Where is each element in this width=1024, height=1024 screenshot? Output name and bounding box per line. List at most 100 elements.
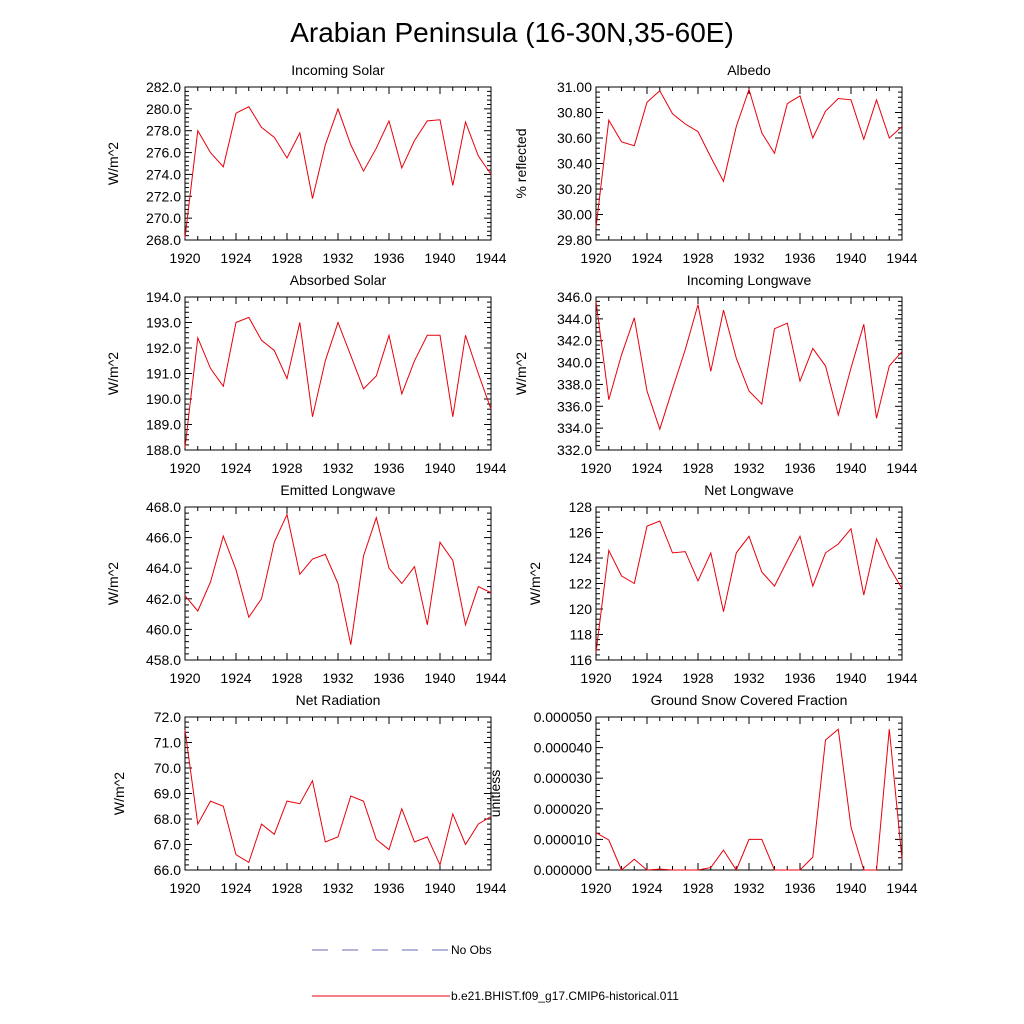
series-line xyxy=(184,729,492,867)
x-tick-label: 1928 xyxy=(271,670,302,686)
y-tick-label: 468.0 xyxy=(146,499,181,515)
y-tick-label: 194.0 xyxy=(146,289,181,305)
series-line xyxy=(595,301,903,431)
panel-title: Incoming Longwave xyxy=(687,272,812,288)
x-tick-label: 1920 xyxy=(169,670,200,686)
y-axis-label: W/m^2 xyxy=(513,352,529,395)
x-tick-label: 1936 xyxy=(373,670,404,686)
x-tick-label: 1932 xyxy=(322,250,353,266)
x-tick-label: 1940 xyxy=(835,880,866,896)
y-tick-label: 338.0 xyxy=(557,376,592,392)
x-tick-label: 1940 xyxy=(835,670,866,686)
y-tick-label: 340.0 xyxy=(557,355,592,371)
x-tick-label: 1936 xyxy=(373,880,404,896)
y-tick-label: 191.0 xyxy=(146,366,181,382)
y-tick-label: 31.00 xyxy=(557,79,592,95)
y-tick-label: 118 xyxy=(570,627,593,643)
x-tick-label: 1940 xyxy=(424,670,455,686)
y-tick-label: 126 xyxy=(569,525,593,541)
x-tick-label: 1944 xyxy=(475,250,506,266)
x-tick-label: 1928 xyxy=(271,250,302,266)
x-tick-label: 1944 xyxy=(475,670,506,686)
x-tick-label: 1932 xyxy=(322,460,353,476)
y-tick-label: 30.80 xyxy=(557,105,592,121)
panel-title: Emitted Longwave xyxy=(280,482,395,498)
panel-ground-snow: 1920 1924 1928 1932 1936 1940 1944 0.000000 0.00… xyxy=(487,692,918,896)
legend-obs-label: No Obs xyxy=(451,943,492,957)
x-tick-label: 1944 xyxy=(886,670,917,686)
y-tick-label: 280.0 xyxy=(146,101,181,117)
y-tick-label: 458.0 xyxy=(146,652,181,668)
panel-incoming-solar: 1920 1924 1928 1932 1936 1940 1944 268.0 270.0 27… xyxy=(105,62,507,266)
y-tick-label: 67.0 xyxy=(154,837,181,853)
panel-albedo: 1920 1924 1928 1932 1936 1940 1944 29.80 30.00 30… xyxy=(513,62,918,266)
y-tick-label: 0.000040 xyxy=(534,740,593,756)
y-axis-label: W/m^2 xyxy=(105,142,121,185)
panel-title: Net Radiation xyxy=(296,692,381,708)
x-tick-label: 1936 xyxy=(784,460,815,476)
x-tick-label: 1928 xyxy=(271,460,302,476)
x-tick-label: 1924 xyxy=(220,250,251,266)
x-tick-label: 1932 xyxy=(733,670,764,686)
y-tick-label: 270.0 xyxy=(146,210,181,226)
x-tick-label: 1936 xyxy=(784,670,815,686)
y-tick-label: 272.0 xyxy=(146,188,181,204)
y-axis-label: W/m^2 xyxy=(527,562,543,605)
y-tick-label: 124 xyxy=(569,550,593,566)
panel-incoming-longwave: 1920 1924 1928 1932 1936 1940 1944 332.0 334.0 33… xyxy=(513,272,918,476)
y-tick-label: 464.0 xyxy=(146,560,181,576)
x-tick-label: 1924 xyxy=(631,880,662,896)
y-tick-label: 0.000020 xyxy=(534,801,593,817)
y-tick-label: 192.0 xyxy=(146,340,181,356)
y-tick-label: 336.0 xyxy=(557,398,592,414)
x-tick-label: 1936 xyxy=(784,880,815,896)
x-tick-label: 1924 xyxy=(631,670,662,686)
y-tick-label: 190.0 xyxy=(146,391,181,407)
x-tick-label: 1932 xyxy=(322,670,353,686)
x-tick-label: 1924 xyxy=(220,670,251,686)
y-tick-label: 70.0 xyxy=(154,760,181,776)
y-tick-label: 332.0 xyxy=(557,442,592,458)
y-tick-label: 282.0 xyxy=(146,79,181,95)
series-line xyxy=(595,87,903,228)
panel-title: Incoming Solar xyxy=(291,62,385,78)
y-tick-label: 68.0 xyxy=(154,811,181,827)
panel-title: Ground Snow Covered Fraction xyxy=(651,692,848,708)
x-tick-label: 1920 xyxy=(580,670,611,686)
x-tick-label: 1920 xyxy=(169,880,200,896)
panel-absorbed-solar: 1920 1924 1928 1932 1936 1940 1944 188.0 189.0 19… xyxy=(105,272,507,476)
y-tick-label: 30.00 xyxy=(557,207,592,223)
x-tick-label: 1936 xyxy=(784,250,815,266)
y-tick-label: 30.60 xyxy=(557,130,592,146)
panel-emitted-longwave: 1920 1924 1928 1932 1936 1940 1944 458.0 460.0 46… xyxy=(105,482,507,686)
y-tick-label: 128 xyxy=(569,499,593,515)
x-tick-label: 1944 xyxy=(475,460,506,476)
x-tick-label: 1920 xyxy=(580,250,611,266)
x-tick-label: 1940 xyxy=(424,880,455,896)
y-tick-label: 278.0 xyxy=(146,123,181,139)
y-tick-label: 189.0 xyxy=(146,417,181,433)
y-tick-label: 71.0 xyxy=(154,735,181,751)
x-tick-label: 1920 xyxy=(580,880,611,896)
x-tick-label: 1920 xyxy=(580,460,611,476)
x-tick-label: 1920 xyxy=(169,250,200,266)
series-line xyxy=(184,316,492,448)
y-tick-label: 30.20 xyxy=(557,181,592,197)
x-tick-label: 1936 xyxy=(373,250,404,266)
x-tick-label: 1928 xyxy=(682,670,713,686)
y-tick-label: 116 xyxy=(570,652,593,668)
x-tick-label: 1944 xyxy=(886,460,917,476)
y-tick-label: 29.80 xyxy=(557,232,592,248)
x-tick-label: 1940 xyxy=(835,460,866,476)
panel-net-radiation: 1920 1924 1928 1932 1936 1940 1944 66.0 67.0 68.0… xyxy=(111,692,507,896)
y-tick-label: 122 xyxy=(569,576,593,592)
x-tick-label: 1924 xyxy=(631,460,662,476)
series-line xyxy=(184,513,492,645)
panels: 1920 1924 1928 1932 1936 1940 1944 268.0 270.0 27… xyxy=(105,62,918,896)
x-tick-label: 1924 xyxy=(220,880,251,896)
panel-net-longwave: 1920 1924 1928 1932 1936 1940 1944 116 118 120 122… xyxy=(527,482,918,686)
x-tick-label: 1936 xyxy=(373,460,404,476)
y-tick-label: 193.0 xyxy=(146,315,181,331)
x-tick-label: 1928 xyxy=(682,250,713,266)
y-tick-label: 0.000010 xyxy=(534,831,593,847)
